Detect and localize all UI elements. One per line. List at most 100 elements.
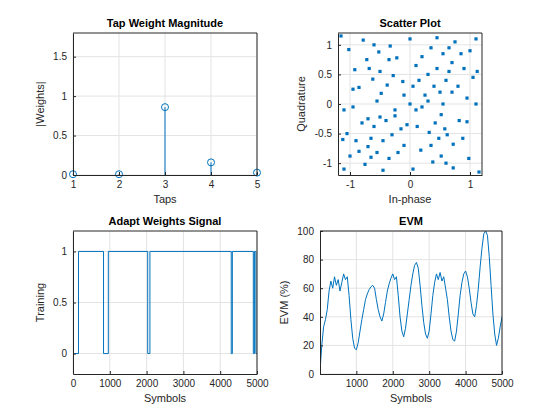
line <box>73 251 257 353</box>
y-axis-tick: -1 <box>323 158 341 169</box>
scatter-point <box>353 68 356 71</box>
tick-label: 0 <box>308 369 314 380</box>
tick-mark <box>220 371 221 374</box>
scatter-point <box>375 151 378 154</box>
y-axis: 00.51 <box>53 232 76 375</box>
scatter-point <box>372 125 375 128</box>
scatter-point <box>369 156 372 159</box>
scatter-point <box>476 70 479 73</box>
scatter-point <box>474 37 477 40</box>
scatter-point <box>401 80 404 83</box>
scatter-point <box>420 55 423 58</box>
scatter-point <box>458 119 461 122</box>
tick-mark <box>73 96 76 97</box>
tick-mark <box>73 136 76 137</box>
tick-mark <box>320 317 323 318</box>
scatter-point <box>450 61 453 64</box>
grid-line <box>356 231 357 374</box>
tick-mark <box>502 371 503 374</box>
scatter-point <box>431 160 434 163</box>
tick-label: 0 <box>71 378 77 389</box>
scatter-point <box>471 76 474 79</box>
grid-line <box>73 353 257 354</box>
tick-mark <box>73 57 76 58</box>
y-axis-tick: 1 <box>61 246 76 257</box>
scatter-point <box>405 123 408 126</box>
scatter-point <box>419 149 422 152</box>
scatter-point <box>371 78 374 81</box>
tick-mark <box>257 371 258 374</box>
tick-label: 4000 <box>210 378 233 389</box>
subplot: 10002000300040005000020406080100EVMSymbo… <box>278 215 514 404</box>
scatter-point <box>348 154 351 157</box>
scatter-point <box>351 88 354 91</box>
scatter-point <box>381 169 384 172</box>
scatter-point <box>440 154 443 157</box>
tick-mark <box>119 172 120 175</box>
scatter-point <box>468 49 471 52</box>
x-axis: 010002000300040005000 <box>71 371 269 389</box>
scatter-point <box>456 85 459 88</box>
scatter-point <box>408 37 411 40</box>
x-axis-tick: 3000 <box>419 371 442 389</box>
tick-mark <box>393 371 394 374</box>
tick-label: 100 <box>297 226 314 237</box>
tick-mark <box>320 345 323 346</box>
tick-label: 1000 <box>99 378 122 389</box>
scatter-point <box>447 46 450 49</box>
grid-line <box>338 133 482 134</box>
scatter-point <box>351 105 354 108</box>
tick-label: 0.5 <box>53 297 67 308</box>
scatter-point <box>381 139 384 142</box>
scatter-point <box>437 137 440 140</box>
scatter-point <box>435 36 438 39</box>
y-axis-tick: 100 <box>297 226 323 237</box>
y-axis-tick: 60 <box>303 283 323 294</box>
tick-label: 5 <box>255 179 261 190</box>
scatter-point <box>429 144 432 147</box>
tick-label: 0.5 <box>53 130 67 141</box>
plot-area <box>73 251 257 353</box>
tick-label: -1 <box>346 179 355 190</box>
y-axis: 020406080100 <box>297 226 323 380</box>
scatter-point <box>339 34 342 37</box>
grid-line <box>338 74 482 75</box>
y-axis-tick: 0.5 <box>53 297 76 308</box>
x-axis-tick: 5 <box>255 172 261 190</box>
y-axis-tick: 1 <box>326 40 341 51</box>
scatter-point <box>360 121 363 124</box>
tick-mark <box>338 104 341 105</box>
tick-mark <box>110 371 111 374</box>
x-axis-title: Symbols <box>390 392 433 404</box>
tick-label: 2000 <box>382 378 405 389</box>
grid-line <box>257 33 258 175</box>
x-axis-title: Taps <box>153 193 177 205</box>
grid-line <box>502 231 503 374</box>
y-axis-tick: 0 <box>61 348 76 359</box>
grid-line <box>119 33 120 175</box>
tick-label: 5000 <box>246 378 269 389</box>
y-axis-title: Quadrature <box>295 76 307 132</box>
tick-label: 0 <box>61 348 67 359</box>
scatter-point <box>443 127 446 130</box>
tick-label: 1 <box>61 91 67 102</box>
x-axis-tick: 5000 <box>246 371 269 389</box>
tick-mark <box>165 172 166 175</box>
scatter-point <box>459 52 462 55</box>
frame <box>482 33 483 175</box>
plot-background <box>320 231 502 374</box>
scatter-point <box>447 70 450 73</box>
x-axis: 10002000300040005000 <box>321 371 515 389</box>
x-axis-tick: 4000 <box>455 371 478 389</box>
tick-label: 4 <box>209 179 215 190</box>
title: Adapt Weights Signal <box>109 215 222 227</box>
tick-mark <box>320 260 323 261</box>
scatter-point <box>435 67 438 70</box>
scatter-point <box>441 52 444 55</box>
y-axis-title: |Weights| <box>34 81 46 126</box>
subplot: -101-1-0.500.51Scatter PlotIn-phaseQuadr… <box>295 17 482 205</box>
plot-area <box>339 34 480 173</box>
plot-background <box>73 231 257 374</box>
y-axis: -1-0.500.51 <box>315 34 341 176</box>
x-axis-line <box>339 175 483 176</box>
